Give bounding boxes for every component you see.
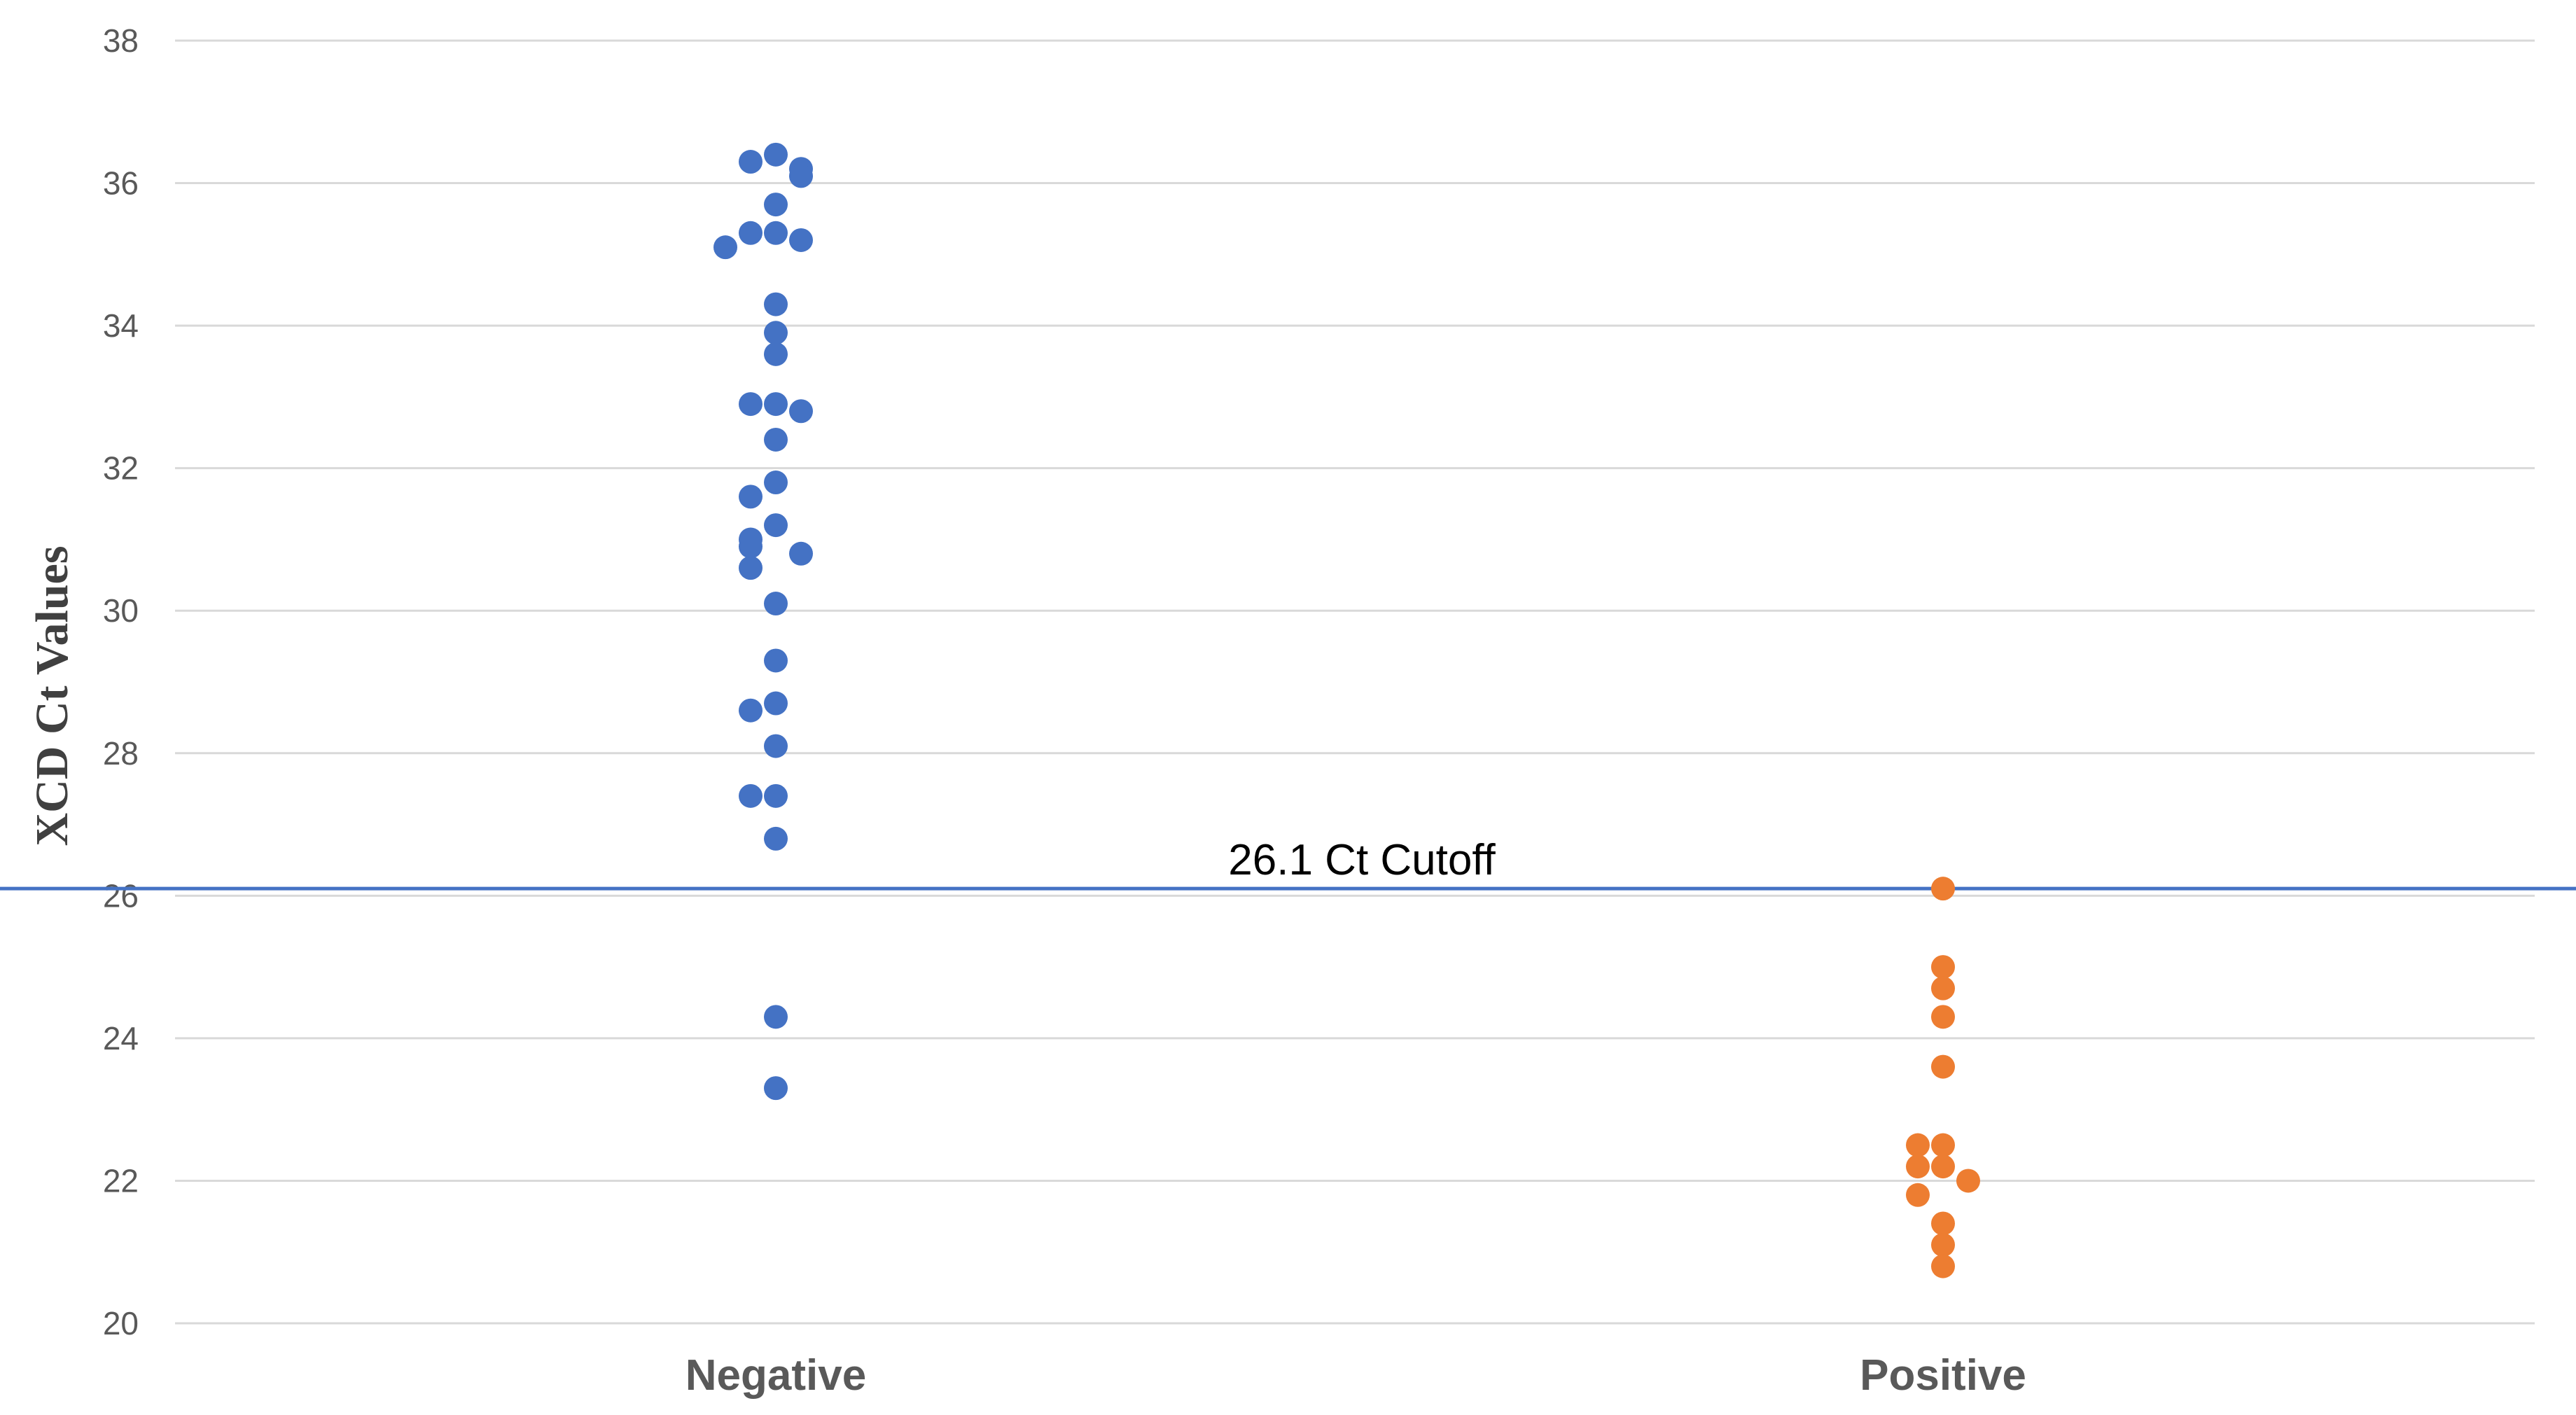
data-point-negative: [739, 485, 763, 509]
data-point-negative: [764, 392, 788, 417]
data-point-positive: [1931, 976, 1955, 1001]
data-point-negative: [764, 321, 788, 345]
y-tick-label: 36: [103, 165, 139, 202]
data-point-negative: [764, 221, 788, 245]
category-label-positive: Positive: [1860, 1351, 2026, 1400]
data-point-negative: [739, 783, 763, 808]
data-point-negative: [764, 783, 788, 808]
data-point-negative: [764, 1076, 788, 1101]
data-point-negative: [739, 698, 763, 723]
data-point-negative: [789, 541, 813, 566]
y-axis-title: XCD Ct Values: [27, 545, 78, 846]
data-point-negative: [739, 556, 763, 580]
data-point-negative: [789, 399, 813, 424]
data-point-negative: [739, 150, 763, 174]
data-point-positive: [1931, 1233, 1955, 1257]
y-tick-label: 30: [103, 592, 139, 629]
y-tick-label: 32: [103, 450, 139, 487]
data-point-negative: [764, 470, 788, 495]
data-point-positive: [1906, 1183, 1930, 1207]
data-point-negative: [764, 592, 788, 616]
data-point-negative: [739, 221, 763, 245]
data-points: [713, 142, 1980, 1278]
data-point-positive: [1931, 877, 1955, 901]
data-point-negative: [764, 734, 788, 758]
category-label-negative: Negative: [685, 1351, 866, 1400]
data-point-negative: [739, 392, 763, 417]
data-point-negative: [789, 228, 813, 252]
y-tick-label: 20: [103, 1305, 139, 1341]
data-point-positive: [1931, 1211, 1955, 1236]
data-point-positive: [1906, 1133, 1930, 1157]
data-point-negative: [764, 513, 788, 538]
data-point-negative: [789, 164, 813, 188]
data-point-negative: [764, 826, 788, 851]
data-point-positive: [1931, 1133, 1955, 1157]
y-tick-label: 22: [103, 1162, 139, 1199]
data-point-negative: [739, 534, 763, 559]
data-point-negative: [764, 193, 788, 217]
data-point-negative: [764, 691, 788, 716]
data-point-negative: [713, 235, 737, 260]
data-point-negative: [764, 142, 788, 167]
y-tick-label: 24: [103, 1020, 139, 1057]
data-point-positive: [1956, 1169, 1980, 1193]
data-point-positive: [1931, 1254, 1955, 1278]
data-point-positive: [1931, 1054, 1955, 1079]
data-point-negative: [764, 648, 788, 673]
data-point-negative: [764, 292, 788, 316]
cutoff-line-group: 26.1 Ct Cutoff: [0, 836, 2576, 891]
data-point-negative: [764, 1005, 788, 1029]
data-point-positive: [1931, 955, 1955, 980]
data-point-negative: [764, 342, 788, 366]
y-tick-labels: 20 22 24 26 28 30 32 34 36 38: [103, 22, 139, 1341]
data-point-positive: [1931, 1005, 1955, 1029]
gridlines: [175, 39, 2535, 1325]
y-tick-label: 38: [103, 22, 139, 59]
y-tick-label: 26: [103, 877, 139, 914]
data-point-positive: [1906, 1155, 1930, 1179]
data-point-negative: [764, 427, 788, 452]
category-labels: Negative Positive: [685, 1351, 2026, 1400]
cutoff-label: 26.1 Ct Cutoff: [1228, 836, 1496, 884]
y-tick-label: 34: [103, 307, 139, 344]
data-point-positive: [1931, 1155, 1955, 1179]
y-tick-label: 28: [103, 735, 139, 772]
